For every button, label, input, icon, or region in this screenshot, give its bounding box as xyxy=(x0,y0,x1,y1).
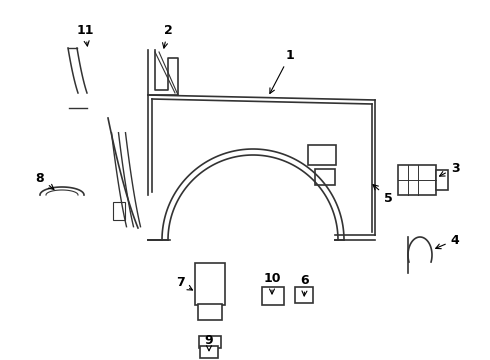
Text: 10: 10 xyxy=(263,271,281,294)
Bar xyxy=(262,287,284,305)
Text: 8: 8 xyxy=(36,171,54,189)
Text: 3: 3 xyxy=(440,162,459,176)
Bar xyxy=(199,336,221,348)
Bar xyxy=(200,346,218,358)
Text: 11: 11 xyxy=(76,23,94,46)
Text: 1: 1 xyxy=(270,49,294,94)
Bar xyxy=(295,287,313,303)
Text: 9: 9 xyxy=(205,333,213,351)
Text: 2: 2 xyxy=(163,23,172,48)
Text: 5: 5 xyxy=(373,185,392,204)
Bar xyxy=(113,202,125,220)
Text: 4: 4 xyxy=(436,234,459,249)
Bar xyxy=(436,170,448,190)
Bar xyxy=(398,165,436,195)
Bar xyxy=(195,263,225,305)
Bar xyxy=(315,169,335,185)
Bar xyxy=(308,145,336,165)
Bar xyxy=(198,304,222,320)
Text: 7: 7 xyxy=(175,276,193,290)
Text: 6: 6 xyxy=(301,274,309,296)
